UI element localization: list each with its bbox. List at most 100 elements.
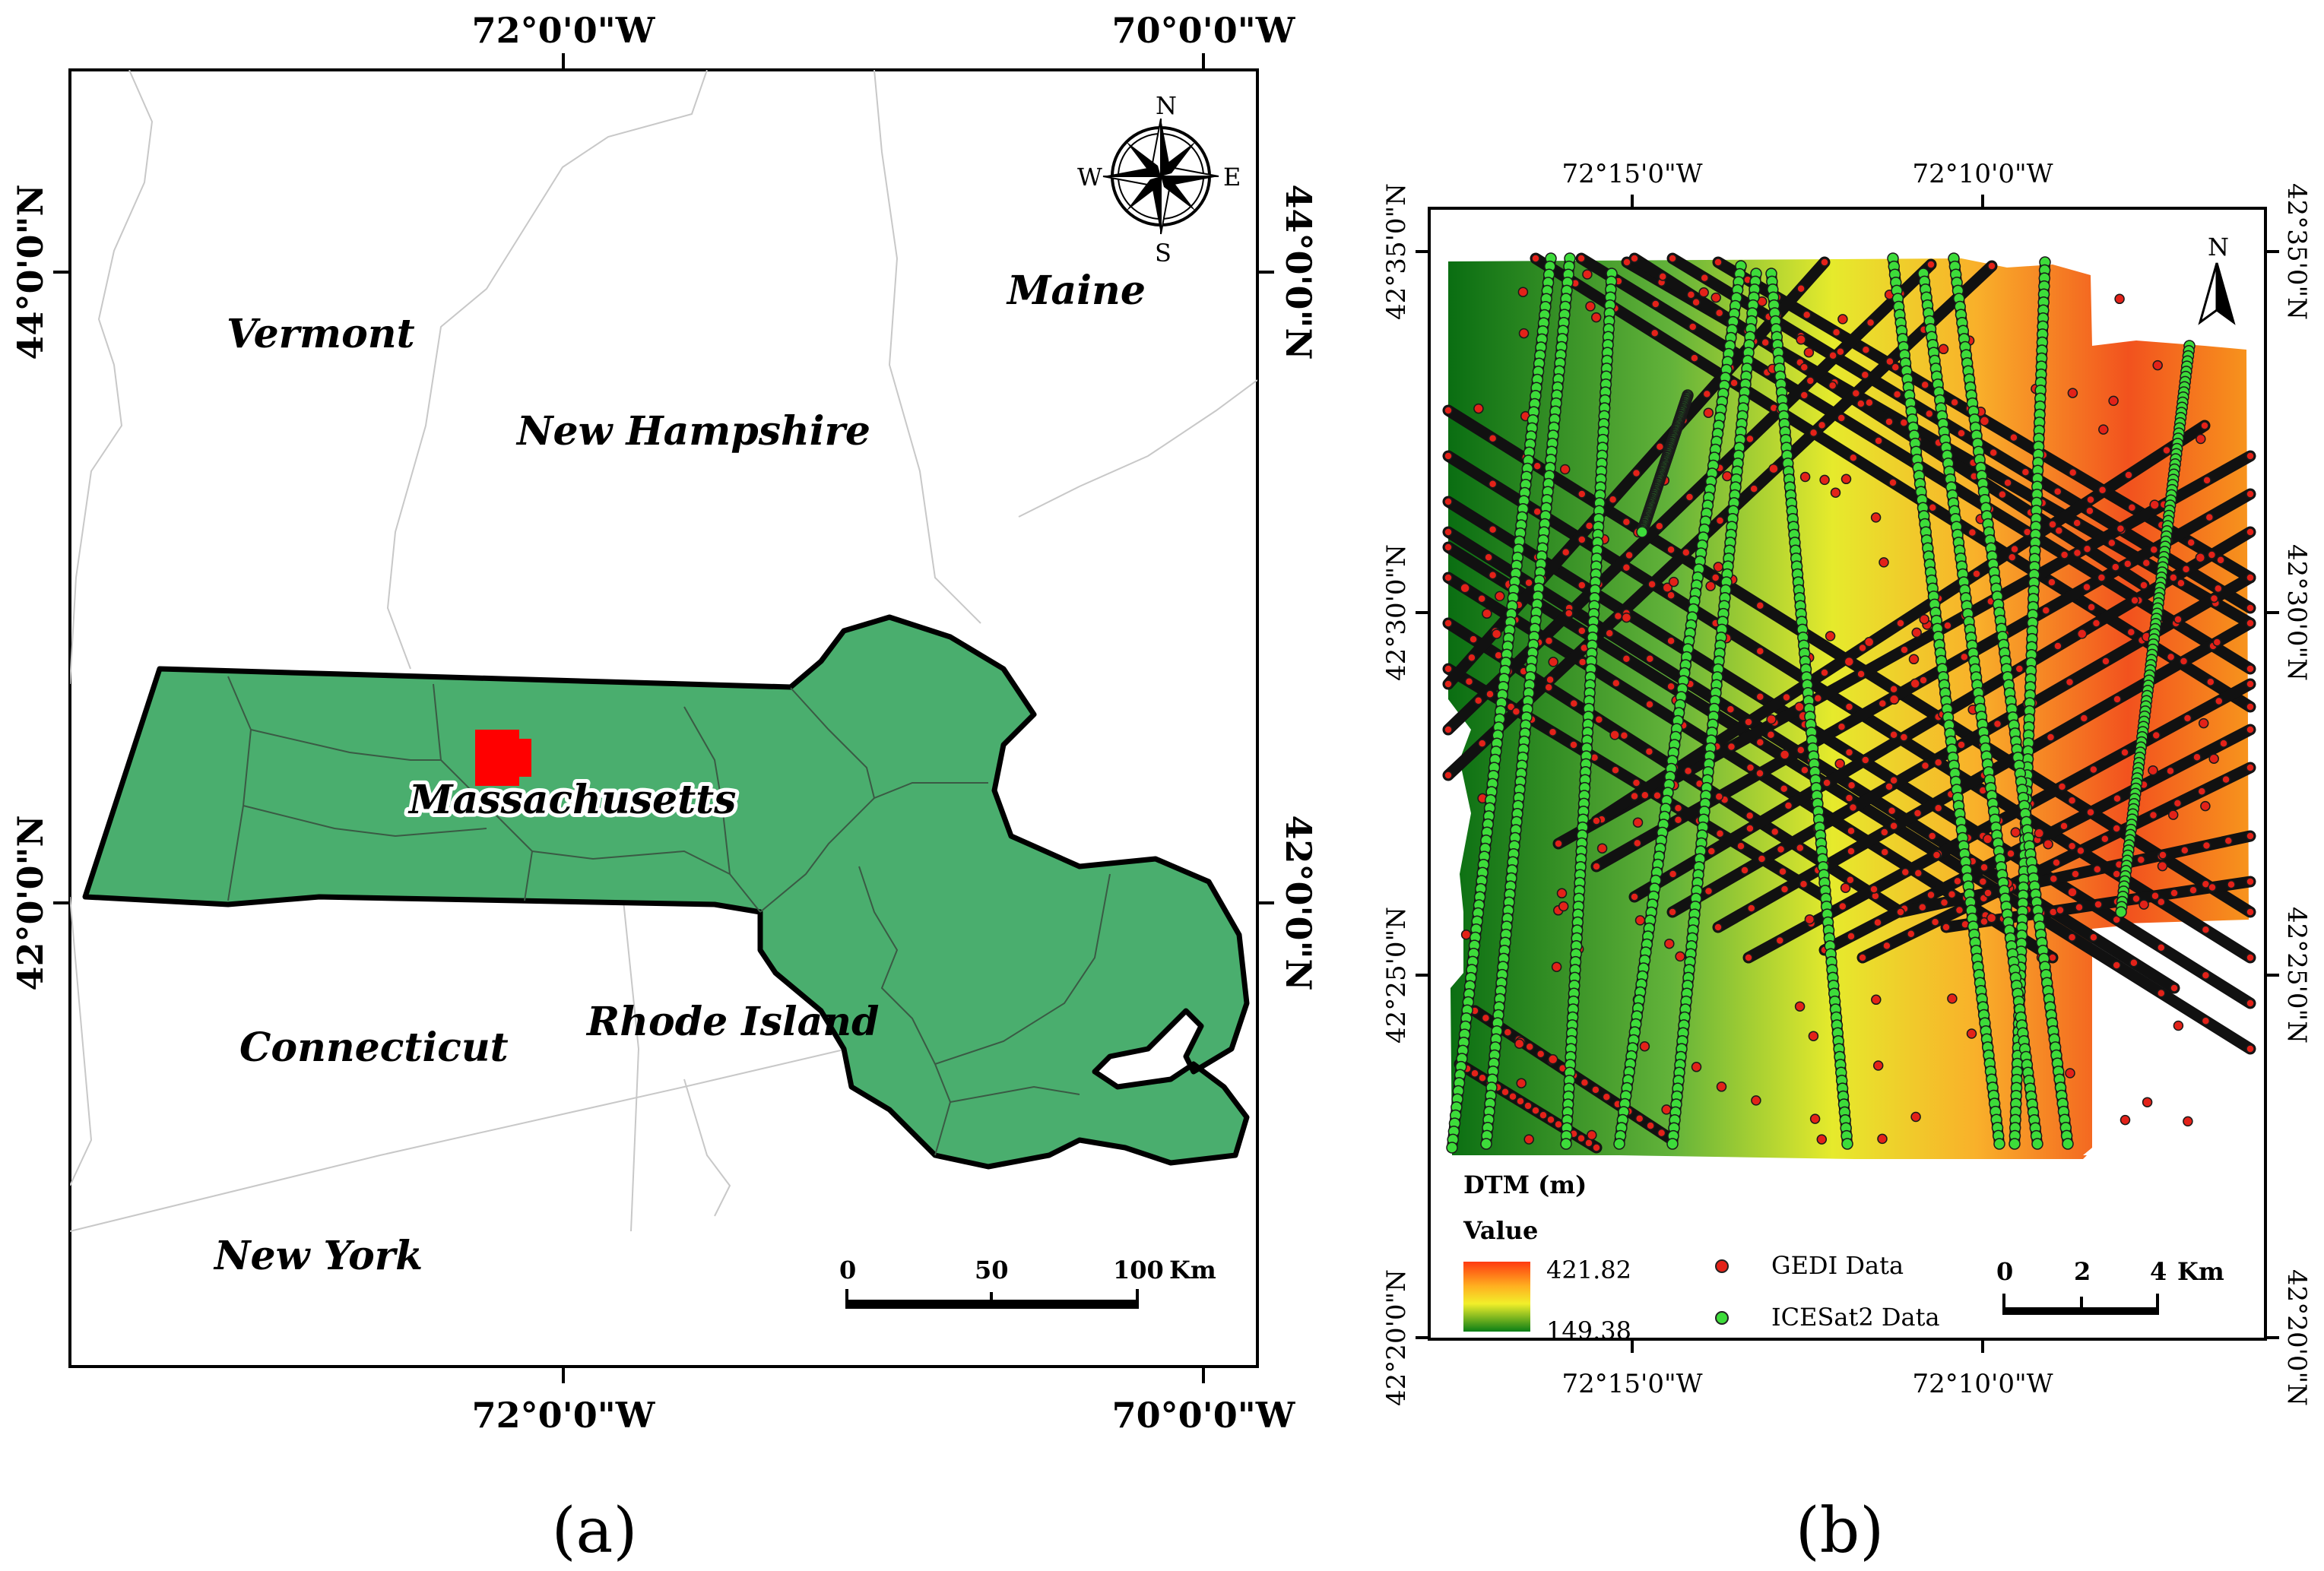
track-point: [1641, 790, 1650, 800]
gedi-point: [1691, 1062, 1702, 1072]
track-point: [1960, 652, 1969, 662]
track-point: [1896, 619, 1905, 628]
track-point: [2201, 1016, 2211, 1026]
gedi-point: [2198, 717, 2209, 729]
scale-bar-a: 0 50 100 Km: [839, 1256, 1216, 1309]
north-arrow-icon: N: [2198, 233, 2236, 325]
track-point: [1657, 1128, 1666, 1138]
gedi-point: [1840, 474, 1852, 485]
track-point: [1889, 821, 1898, 831]
compass-rose-icon: N S E W: [1077, 91, 1241, 268]
track-point: [1861, 345, 1871, 355]
track-point: [2003, 478, 2012, 488]
track-point: [1711, 573, 1720, 582]
track-point: [2123, 559, 2132, 569]
track-point: [1972, 569, 1981, 578]
gedi-point: [1558, 901, 1569, 912]
track-point: [2101, 657, 2110, 666]
gedi-point: [1938, 344, 1949, 355]
track-point: [1779, 784, 1789, 793]
track-point: [2142, 559, 2151, 568]
track-point: [1594, 714, 1604, 724]
track-point: [2201, 971, 2211, 980]
track-point: [1613, 1138, 1625, 1150]
gedi-point: [1799, 471, 1811, 483]
gedi-point: [1794, 1001, 1806, 1012]
state-label-massachusetts: Massachusetts: [407, 777, 736, 823]
track-point: [1444, 619, 1453, 628]
gedi-point: [1888, 694, 1900, 705]
track-point: [1926, 890, 1936, 900]
track-point: [2139, 581, 2148, 590]
track-point: [2072, 548, 2082, 558]
gedi-point: [1639, 1040, 1650, 1052]
track-point: [1584, 521, 1594, 531]
lon-label-a-top-1: 72°0'0"W: [472, 10, 656, 51]
track-point: [1685, 493, 1695, 502]
track-point: [1653, 790, 1662, 800]
track-point: [1444, 406, 1453, 415]
gedi-point: [1870, 512, 1882, 523]
study-area-marker: [475, 730, 519, 786]
track-point: [2085, 506, 2094, 515]
gedi-point: [1837, 314, 1848, 325]
track-point: [1847, 847, 1856, 856]
gedi-point: [2067, 887, 2078, 898]
track-point: [2151, 892, 2160, 901]
track-point: [1836, 347, 1845, 356]
lat-label-b-left-2: 42°30'0"N: [1381, 544, 1412, 681]
track-point: [2200, 421, 2209, 430]
track-point: [1488, 570, 1498, 580]
track-point: [2048, 520, 2057, 529]
track-point: [2170, 888, 2179, 898]
scale-b-tick-4: 4: [2150, 1257, 2167, 1286]
track-point: [1611, 765, 1620, 775]
track-point: [2216, 556, 2225, 565]
track-point: [1873, 918, 1882, 927]
gedi-point: [1559, 464, 1571, 475]
track-point: [1837, 413, 1846, 423]
north-arrow-label: N: [2208, 233, 2229, 261]
track-point: [1516, 1097, 1525, 1106]
track-point: [1622, 562, 1631, 572]
gedi-point: [1698, 287, 1709, 298]
track-point: [2246, 702, 2255, 711]
track-point: [1989, 448, 1998, 458]
track-point: [1837, 722, 1847, 732]
track-point: [1591, 1085, 1600, 1094]
lon-label-b-bottom-1: 72°15'0"W: [1561, 1369, 1702, 1399]
gedi-point: [1514, 1038, 1525, 1049]
scale-a-tick-100: 100: [1113, 1256, 1164, 1284]
gedi-point: [1919, 613, 1929, 625]
gedi-point: [1590, 312, 1602, 323]
track-point: [1444, 451, 1453, 461]
gedi-point: [1982, 834, 1993, 844]
gedi-point: [1808, 1031, 1819, 1041]
track-point: [1673, 816, 1683, 825]
track-point: [2112, 824, 2121, 833]
gedi-point: [1816, 1134, 1828, 1145]
track-point: [2086, 495, 2095, 505]
gedi-point: [1966, 1028, 1977, 1039]
track-point: [1569, 740, 1578, 749]
track-point: [1849, 453, 1858, 462]
track-point: [1691, 298, 1701, 307]
track-point: [1469, 635, 1478, 644]
gedi-point: [2208, 753, 2219, 764]
track-point: [1841, 1138, 1853, 1150]
track-point: [2113, 695, 2122, 704]
track-point: [2157, 897, 2166, 907]
track-point: [1744, 953, 1753, 962]
gedi-point: [2043, 838, 2053, 850]
track-point: [1546, 1115, 1555, 1125]
track-point: [2112, 961, 2121, 970]
track-point: [1889, 730, 1898, 740]
lon-label-b-top-1: 72°15'0"W: [1561, 159, 1702, 189]
track-point: [1796, 283, 1806, 293]
lon-label-a-top-2: 70°0'0"W: [1112, 10, 1296, 51]
track-point: [1806, 376, 1815, 385]
track-point: [1880, 847, 1889, 857]
track-point: [1608, 495, 1618, 504]
gedi-point: [1460, 583, 1470, 594]
track-point: [1844, 748, 1854, 757]
